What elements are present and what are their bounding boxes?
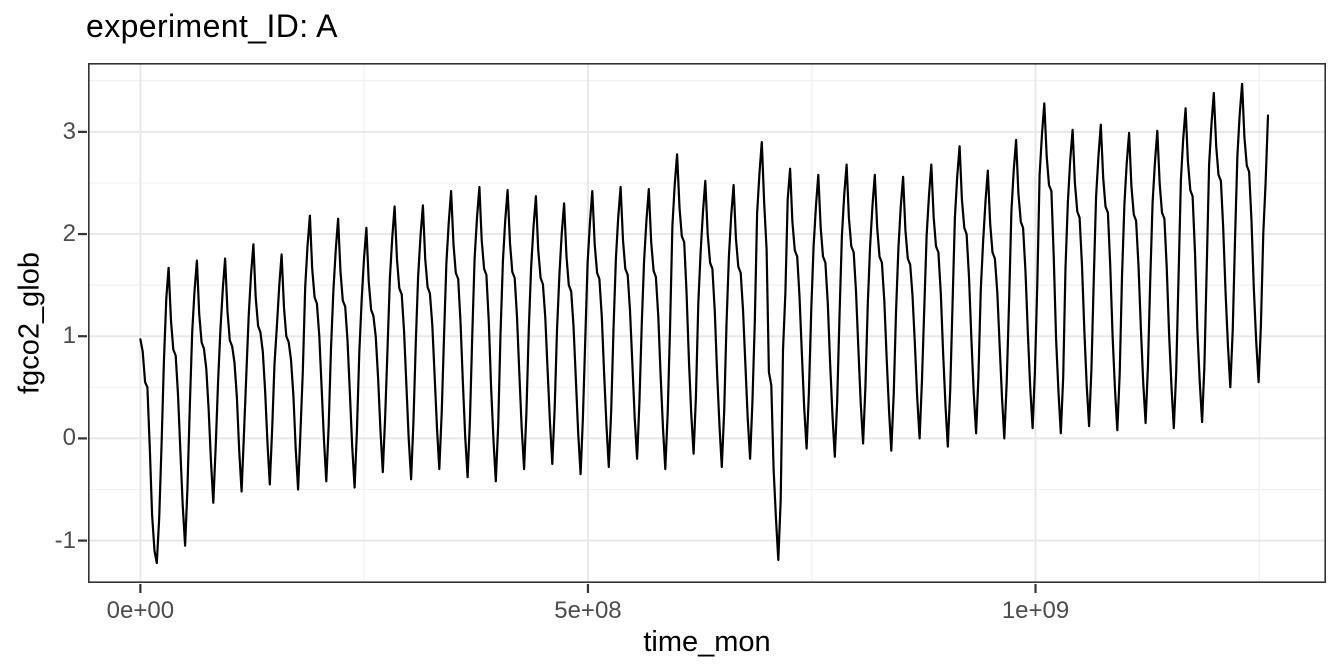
- x-tick-label: 1e+09: [1001, 597, 1070, 624]
- panel-border: [88, 62, 1327, 584]
- series-line: [139, 82, 1270, 565]
- y-tick-label: -1: [54, 526, 76, 554]
- x-tick-label: 0e+00: [106, 597, 175, 624]
- y-tick-label: 0: [62, 424, 76, 452]
- x-axis-title: time_mon: [643, 626, 771, 658]
- y-axis-title: fgco2_glob: [13, 252, 46, 394]
- x-tick-label: 5e+08: [554, 597, 622, 624]
- y-tick-label: 2: [62, 220, 76, 248]
- y-tick-label: 1: [62, 322, 76, 350]
- plot-title: experiment_ID: A: [86, 8, 338, 44]
- panel-background: [88, 63, 1326, 583]
- y-tick-label: 3: [62, 117, 76, 145]
